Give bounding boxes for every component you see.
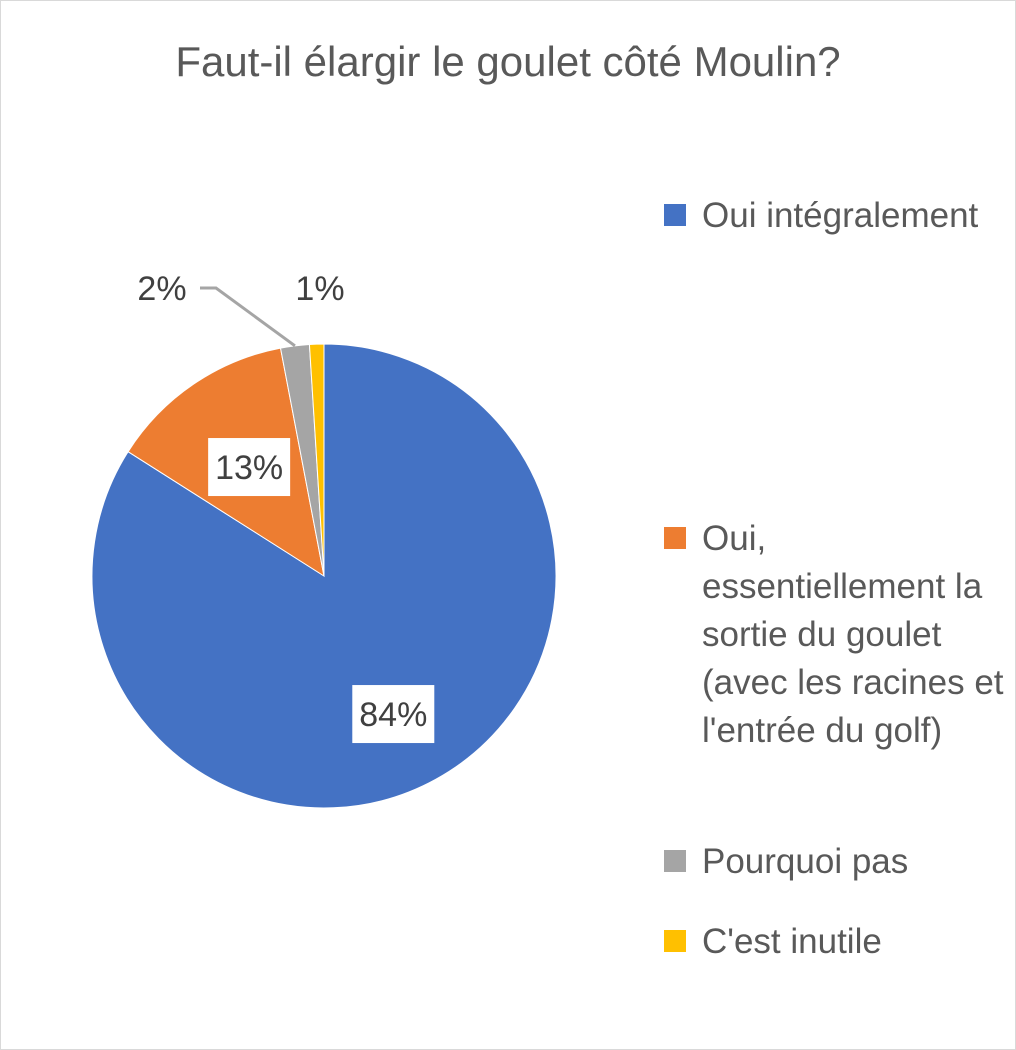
data-label-2: 2% <box>137 270 186 308</box>
legend-label: C'est inutile <box>702 922 882 961</box>
data-label-84-box <box>352 685 435 744</box>
legend-label: Pourquoi pas <box>702 842 909 881</box>
chart-title: Faut-il élargir le goulet côté Moulin? <box>175 38 841 85</box>
data-label-13: 13% <box>215 449 283 487</box>
data-label-13-box <box>208 438 291 497</box>
data-label-1: 1% <box>295 270 344 308</box>
legend-swatch-gray <box>664 850 686 872</box>
leader-line-2 <box>200 286 296 348</box>
legend-swatch-orange <box>664 527 686 549</box>
legend-swatch-yellow <box>664 930 686 952</box>
data-label-84: 84% <box>359 696 427 734</box>
legend-label: Oui, essentiellement la sortie du goulet… <box>702 519 1004 750</box>
legend-label: Oui intégralement <box>702 196 979 235</box>
legend-swatch-blue <box>664 204 686 226</box>
pie-slice-cest-inutile <box>308 343 325 577</box>
